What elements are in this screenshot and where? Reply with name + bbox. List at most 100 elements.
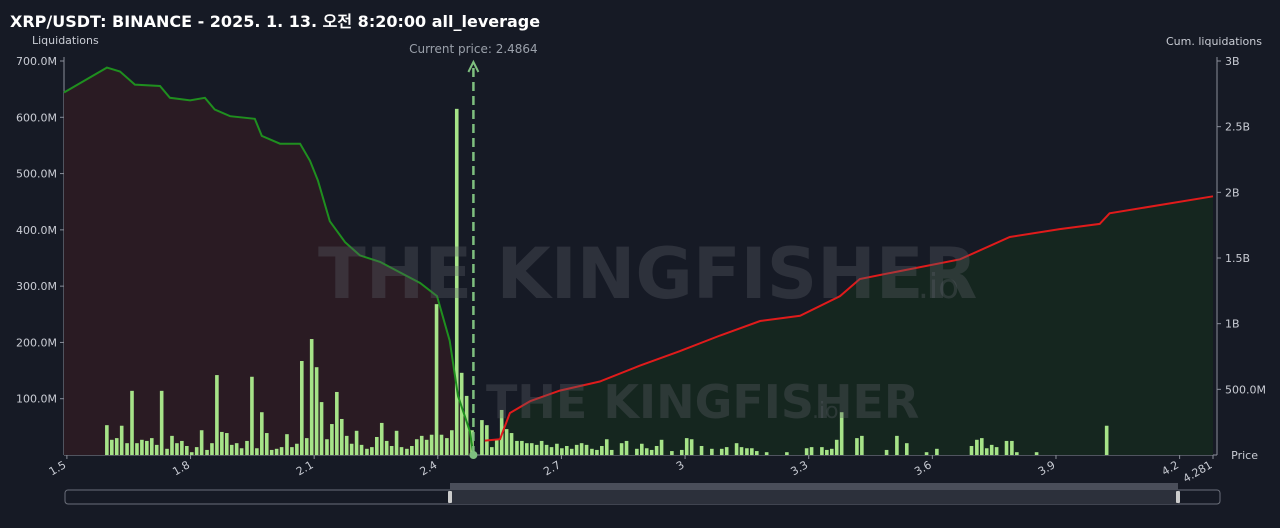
- bar: [175, 443, 179, 455]
- bar: [935, 448, 939, 455]
- bar: [595, 449, 599, 455]
- bar: [624, 440, 629, 455]
- bar: [734, 443, 739, 455]
- bar: [365, 448, 369, 455]
- watermark-suffix: .io: [812, 399, 839, 424]
- bar: [539, 440, 544, 455]
- watermark-suffix: .io: [918, 267, 959, 307]
- bar: [764, 452, 769, 455]
- bar: [279, 447, 284, 455]
- bar: [199, 430, 204, 455]
- bar: [135, 443, 139, 455]
- bar: [534, 444, 539, 455]
- bar: [405, 448, 409, 455]
- watermark-text: THE KINGFISHER: [486, 375, 919, 429]
- bar: [569, 448, 574, 455]
- y-tick-label: 400.0M: [16, 224, 57, 237]
- bar: [180, 440, 184, 455]
- bar: [924, 452, 929, 455]
- bar: [670, 451, 674, 455]
- bar: [419, 435, 424, 455]
- bar: [335, 391, 339, 455]
- bar: [639, 443, 644, 455]
- bar: [224, 433, 229, 455]
- bar: [234, 443, 239, 455]
- bar: [1104, 425, 1109, 455]
- bar: [745, 448, 749, 455]
- bar: [205, 449, 209, 455]
- bar: [994, 447, 999, 455]
- bar: [834, 439, 839, 455]
- bar: [804, 448, 809, 455]
- bar: [399, 447, 404, 455]
- bar: [424, 439, 429, 455]
- bar: [359, 444, 364, 455]
- bar: [529, 443, 534, 455]
- bar: [504, 429, 509, 455]
- cum-area: [64, 67, 474, 455]
- bar: [439, 434, 444, 455]
- bar: [339, 418, 344, 455]
- bar: [210, 443, 214, 455]
- watermark: THE KINGFISHER .io THE KINGFISHER .io: [318, 233, 977, 429]
- bar: [325, 439, 329, 455]
- current-price-label: Current price: 2.4864: [409, 42, 538, 56]
- bar: [724, 447, 729, 455]
- bar: [450, 430, 454, 455]
- bar: [464, 395, 469, 455]
- bar: [229, 444, 234, 455]
- bar: [635, 448, 639, 455]
- x-axis-label: Price: [1231, 449, 1258, 462]
- bar: [480, 420, 484, 455]
- bar: [194, 447, 199, 455]
- bar: [604, 439, 609, 455]
- scroll-window: [450, 483, 1178, 490]
- bar: [349, 443, 354, 455]
- bar: [579, 443, 584, 455]
- watermark-text: THE KINGFISHER: [318, 233, 977, 315]
- bar: [379, 422, 384, 455]
- bar: [269, 449, 274, 455]
- bar: [555, 443, 559, 455]
- bar: [125, 443, 129, 455]
- bar: [245, 440, 249, 455]
- bar: [330, 424, 334, 455]
- bar: [264, 433, 269, 455]
- bar: [130, 390, 134, 455]
- bar: [1004, 440, 1009, 455]
- bar: [515, 440, 519, 455]
- bar: [105, 425, 109, 455]
- y-tick-label: 200.0M: [16, 336, 57, 349]
- y-tick-label: 100.0M: [16, 393, 57, 406]
- scroll-grip-right[interactable]: [1176, 491, 1180, 503]
- bar: [344, 435, 349, 455]
- bar: [584, 444, 589, 455]
- bar: [384, 440, 389, 455]
- bar: [445, 438, 449, 455]
- scrollbar[interactable]: [64, 483, 1221, 505]
- bar: [719, 448, 724, 455]
- y2-axis-label: Cum. liquidations: [1166, 35, 1262, 48]
- bar: [239, 448, 244, 455]
- bar: [260, 412, 264, 455]
- bar: [154, 444, 159, 455]
- bar: [544, 444, 549, 455]
- bar: [1034, 452, 1039, 455]
- bar: [290, 447, 294, 455]
- scroll-handle[interactable]: [450, 490, 1178, 504]
- bar: [394, 430, 399, 455]
- y2-tick-label: 500.0M: [1225, 383, 1266, 396]
- scroll-grip-left[interactable]: [448, 491, 452, 503]
- bar: [564, 445, 569, 455]
- bar: [785, 452, 789, 455]
- bar: [119, 425, 124, 455]
- bar: [170, 435, 174, 455]
- bar: [434, 304, 439, 455]
- bar: [654, 445, 659, 455]
- bar: [414, 439, 419, 455]
- bar: [855, 438, 859, 455]
- y-axis-label: Liquidations: [32, 34, 99, 47]
- bar: [250, 376, 254, 455]
- bar: [159, 390, 164, 455]
- bar: [600, 445, 604, 455]
